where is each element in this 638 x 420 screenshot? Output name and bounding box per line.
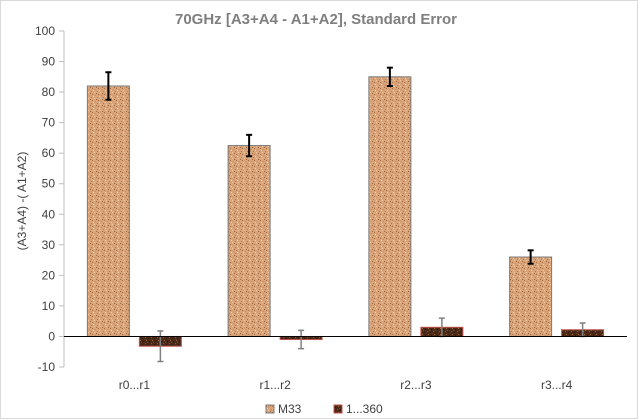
legend-swatch (265, 404, 275, 414)
x-tick-label: r0...r1 (119, 378, 151, 392)
x-tick-label: r3...r4 (541, 378, 573, 392)
y-tick-label: 80 (42, 85, 56, 99)
y-tick-label: 30 (42, 238, 56, 252)
y-tick-label: 40 (42, 207, 56, 221)
y-tick-label: 20 (42, 268, 56, 282)
y-tick-label: 100 (35, 24, 55, 38)
y-tick-label: 70 (42, 116, 56, 130)
legend: M33 1...360 (265, 402, 383, 416)
x-tick-label: r2...r3 (400, 378, 432, 392)
bar-m33 (227, 145, 271, 337)
y-tick-label: 90 (42, 55, 56, 69)
x-tick-label: r1...r2 (259, 378, 291, 392)
bar-m33 (509, 256, 553, 337)
bar-m33 (368, 76, 412, 337)
y-tick-label: 60 (42, 146, 56, 160)
y-tick-label: 50 (42, 177, 56, 191)
legend-swatch (333, 404, 343, 414)
y-axis-ticks: -10 0 10 20 30 40 50 60 70 80 90 100 (35, 24, 65, 374)
y-tick-label: 10 (42, 299, 56, 313)
y-tick-label: -10 (38, 360, 56, 374)
bars (86, 76, 605, 347)
legend-label: M33 (278, 402, 302, 416)
bar-m33 (86, 85, 130, 337)
y-axis-title: (A3+A4) -( A1+A2) (15, 152, 29, 251)
legend-label: 1...360 (346, 402, 383, 416)
chart-title: 70GHz [A3+A4 - A1+A2], Standard Error (175, 11, 457, 28)
y-tick-label: 0 (48, 329, 55, 343)
x-axis-labels: r0...r1 r1...r2 r2...r3 r3...r4 (119, 378, 573, 392)
